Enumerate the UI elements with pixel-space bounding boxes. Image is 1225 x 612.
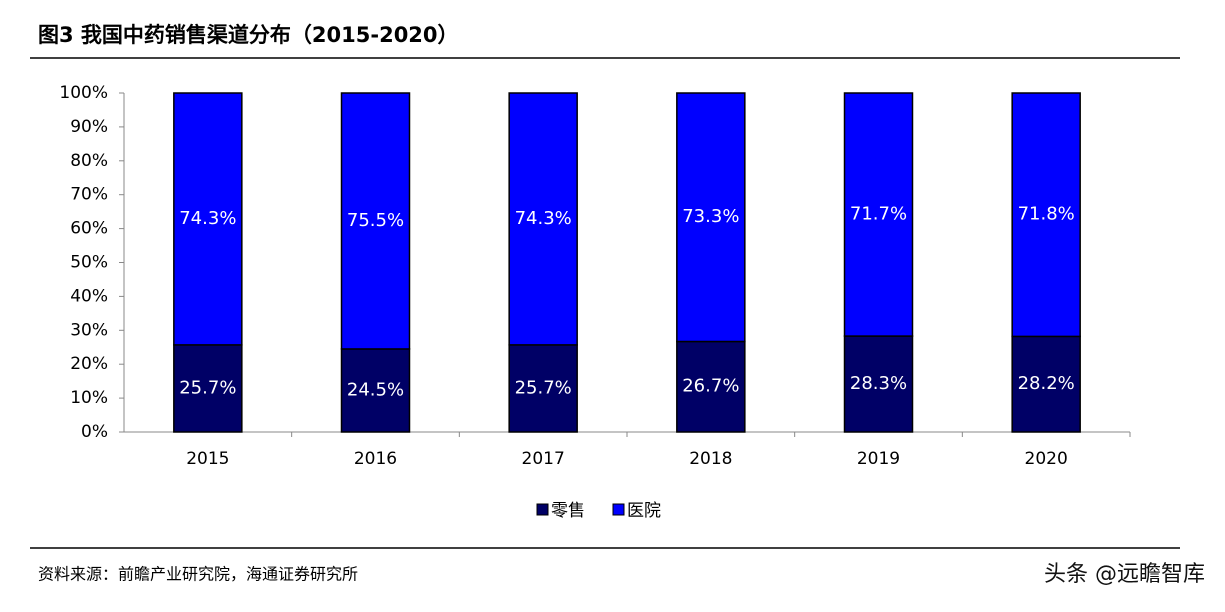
bar-segment — [676, 92, 746, 343]
y-tick-label: 100% — [59, 83, 108, 103]
source: 资料来源：前瞻产业研究院，海通证券研究所 — [38, 565, 358, 584]
value-label: 73.3% — [682, 206, 739, 227]
bar-segment — [843, 92, 914, 337]
y-tick-label: 90% — [70, 117, 108, 137]
bar-segment — [173, 92, 243, 346]
value-label: 26.7% — [682, 376, 739, 397]
bar-segment — [676, 340, 746, 433]
value-label: 24.5% — [347, 379, 404, 400]
x-tick-label: 2020 — [1025, 449, 1068, 469]
x-tick-label: 2019 — [857, 449, 900, 469]
x-tick-label: 2015 — [186, 449, 229, 469]
legend-label: 医院 — [627, 501, 661, 521]
value-label: 71.8% — [1018, 204, 1075, 225]
value-label: 25.7% — [515, 377, 572, 398]
bar-segment — [843, 335, 914, 433]
x-tick-label: 2018 — [689, 449, 732, 469]
value-label: 75.5% — [347, 210, 404, 231]
bar-segment — [340, 92, 411, 350]
bar-segment — [1011, 92, 1081, 338]
value-label: 28.2% — [1018, 373, 1075, 394]
legend-swatch — [612, 503, 625, 516]
bar-segment — [508, 344, 578, 433]
y-tick-label: 30% — [70, 320, 108, 340]
value-label: 71.7% — [850, 204, 907, 225]
value-label: 74.3% — [515, 208, 572, 229]
bar-segment — [508, 92, 578, 346]
y-tick-label: 0% — [81, 422, 108, 442]
y-tick-label: 50% — [70, 253, 108, 273]
y-tick-label: 70% — [70, 185, 108, 205]
value-label: 74.3% — [179, 208, 236, 229]
value-label: 25.7% — [179, 377, 236, 398]
y-tick-label: 80% — [70, 151, 108, 171]
y-tick-label: 40% — [70, 286, 108, 306]
x-tick-label: 2016 — [354, 449, 397, 469]
legend-label: 零售 — [551, 501, 585, 521]
x-tick-label: 2017 — [522, 449, 565, 469]
y-tick-label: 20% — [70, 354, 108, 374]
chart-title: 图3 我国中药销售渠道分布（2015-2020） — [38, 23, 459, 47]
value-label: 28.3% — [850, 373, 907, 394]
y-tick-label: 60% — [70, 219, 108, 239]
watermark: 头条 @远瞻智库 — [1044, 562, 1205, 587]
legend-swatch — [536, 503, 549, 516]
y-tick-label: 10% — [70, 388, 108, 408]
